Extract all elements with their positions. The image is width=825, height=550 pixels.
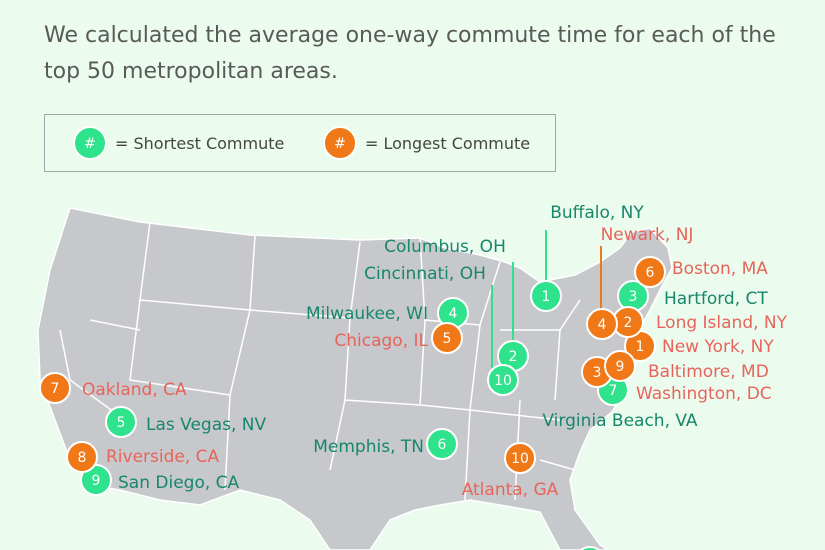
city-label: Washington, DC: [636, 384, 772, 404]
marker: [66, 441, 98, 473]
marker-rank: 4: [598, 317, 607, 333]
marker: [504, 442, 536, 474]
city-label: Chicago, IL: [334, 331, 428, 351]
marker: [530, 280, 562, 312]
marker: [80, 464, 112, 496]
marker-rank: 1: [636, 339, 645, 355]
intro: We calculated the average one-way commut…: [44, 23, 776, 84]
city-label: Memphis, TN: [313, 437, 424, 457]
city-label: New York, NY: [662, 337, 774, 357]
marker: [586, 308, 618, 340]
marker-rank: 9: [616, 359, 625, 375]
legend-graphic: # = Shortest Commute # = Longest Commute: [73, 126, 530, 160]
city-label: Oakland, CA: [82, 380, 187, 400]
legend-marker: [73, 126, 107, 160]
city-label: Virginia Beach, VA: [542, 411, 698, 431]
marker: [487, 364, 519, 396]
marker: [431, 322, 463, 354]
marker: [634, 256, 666, 288]
legend-marker: [323, 126, 357, 160]
marker-rank: 4: [449, 306, 458, 322]
legend-symbol: #: [84, 136, 96, 152]
city-label: Hartford, CT: [664, 289, 768, 309]
marker-rank: 1: [542, 289, 551, 305]
marker: [604, 350, 636, 382]
city-label: San Diego, CA: [118, 473, 240, 493]
city-label: Buffalo, NY: [550, 203, 644, 223]
marker: [579, 546, 601, 550]
legend-label: = Shortest Commute: [115, 134, 284, 153]
marker-rank: 3: [629, 289, 638, 305]
marker-rank: 2: [509, 349, 518, 365]
marker-rank: 8: [78, 450, 87, 466]
marker: [426, 428, 458, 460]
marker-rank: 3: [593, 365, 602, 381]
legend-label: = Longest Commute: [365, 134, 530, 153]
legend: # = Shortest Commute # = Longest Commute: [44, 114, 556, 172]
marker-rank: 7: [609, 383, 618, 399]
marker-rank: 2: [624, 315, 633, 331]
marker: [39, 372, 71, 404]
city-label: Riverside, CA: [106, 447, 220, 467]
marker-rank: 10: [494, 373, 512, 389]
city-label: Long Island, NY: [656, 313, 788, 333]
marker-rank: 5: [443, 331, 452, 347]
city-label: Boston, MA: [672, 259, 768, 279]
marker-rank: 9: [92, 473, 101, 489]
city-label: Newark, NJ: [601, 225, 694, 245]
marker-rank: 6: [646, 265, 655, 281]
marker-rank: 10: [511, 451, 529, 467]
marker-rank: 6: [438, 437, 447, 453]
city-label: Cincinnati, OH: [364, 264, 486, 284]
legend-symbol: #: [334, 136, 346, 152]
city-label: Milwaukee, WI: [306, 304, 428, 324]
city-label: Baltimore, MD: [648, 362, 769, 382]
us-map: [37, 207, 673, 550]
city-label: Atlanta, GA: [462, 480, 559, 500]
marker-rank: 7: [51, 381, 60, 397]
city-label: Las Vegas, NV: [146, 415, 267, 435]
marker-rank: 5: [117, 415, 126, 431]
marker: [105, 406, 137, 438]
city-label: Columbus, OH: [384, 237, 506, 257]
